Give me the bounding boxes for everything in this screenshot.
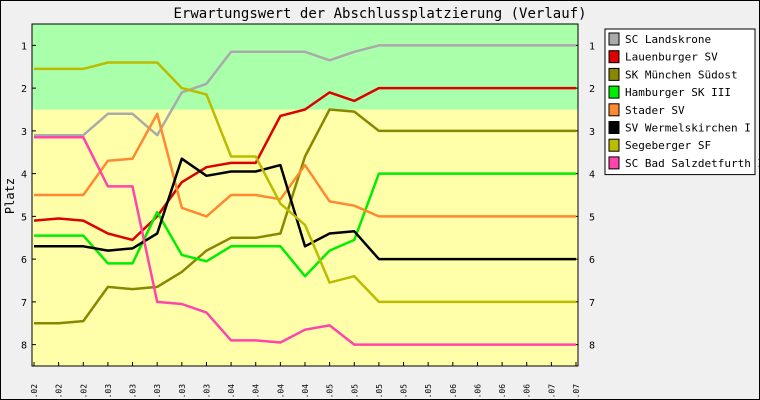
x-tick-label: 03.05: [326, 384, 335, 400]
y-tick-label-right: 2: [589, 84, 595, 95]
x-tick-label: 12.07: [572, 384, 581, 400]
axes: 1 1 2 2 3 3 4 4 5 5 6 6 7 7 8 8 08.02 15.02 22.02 01.03 08.0…: [21, 23, 595, 400]
legend-swatch: [608, 121, 620, 134]
x-tick-label: 01.03: [104, 384, 113, 400]
legend-entry: Segeberger SF: [625, 139, 711, 152]
x-tick-label: 19.04: [276, 384, 285, 400]
x-tick-label: 05.04: [227, 384, 236, 400]
x-tick-label: 12.04: [252, 384, 261, 400]
y-tick-label-left: 5: [21, 212, 27, 223]
x-tick-label: 10.05: [350, 384, 359, 400]
series-line-6: [34, 157, 576, 261]
legend-entry: SK München Südost: [625, 68, 738, 81]
legend-swatch: [608, 138, 620, 152]
x-tick-label: 08.03: [129, 384, 138, 400]
y-tick-label-left: 7: [21, 298, 27, 309]
x-tick-label: 07.06: [449, 384, 458, 400]
legend-entry: Stader SV: [625, 104, 685, 117]
y-tick-label-right: 1: [589, 41, 595, 52]
legend-entry: Hamburger SK III: [625, 86, 731, 99]
y-tick-label-right: 4: [589, 170, 595, 181]
y-tick-label-right: 3: [589, 127, 595, 138]
series-line-2: [33, 86, 576, 242]
series-line-4: [34, 172, 576, 278]
zone-1: [32, 24, 578, 110]
y-tick-label-left: 6: [21, 255, 27, 266]
x-tick-label: 26.04: [301, 384, 310, 400]
series-line-1: [34, 44, 576, 137]
y-axis-label: Platz: [3, 178, 17, 214]
y-tick-label-right: 6: [589, 255, 595, 266]
y-tick-label-left: 4: [21, 170, 27, 181]
x-tick-label: 21.06: [498, 384, 507, 400]
x-tick-label: 15.03: [153, 384, 162, 400]
legend-swatch: [608, 156, 620, 170]
x-tick-label: 05.07: [547, 384, 556, 400]
background-zones: [32, 24, 578, 366]
series-lines: [33, 44, 576, 346]
x-tick-label: 08.02: [30, 384, 39, 400]
chart-title: Erwartungswert der Abschlussplatzierung …: [173, 6, 586, 22]
x-tick-label: 28.06: [523, 384, 532, 400]
x-tick-label: 14.06: [473, 384, 482, 400]
zone-2: [32, 109, 578, 366]
y-tick-label-right: 5: [589, 212, 595, 223]
y-tick-label-right: 7: [589, 298, 595, 309]
y-tick-label-left: 3: [21, 127, 27, 138]
series-line-3: [34, 108, 576, 325]
series-line-7: [34, 61, 576, 304]
series-line-8: [34, 136, 576, 346]
y-tick-label-left: 1: [21, 41, 27, 52]
x-tick-label: 29.03: [202, 384, 211, 400]
y-tick-label-right: 8: [589, 341, 595, 352]
legend-entry: SC Landskrone: [625, 33, 711, 46]
legend-box: [604, 28, 756, 176]
legend-swatch: [608, 67, 620, 81]
legend-swatch: [608, 103, 620, 117]
legend: SC Landskrone Lauenburger SV SK München Sü…: [604, 28, 760, 176]
x-tick-label: 22.02: [79, 384, 88, 400]
legend-swatch: [608, 32, 620, 46]
legend-entry: SV Wermelskirchen I: [625, 122, 751, 135]
x-tick-label: 15.02: [55, 384, 64, 400]
x-tick-label: 24.05: [400, 384, 409, 400]
y-tick-label-left: 2: [21, 84, 27, 95]
legend-entry: Lauenburger SV: [625, 51, 718, 64]
legend-swatch: [608, 85, 620, 99]
x-tick-label: 22.03: [178, 384, 187, 400]
y-tick-label-left: 8: [21, 341, 27, 352]
x-tick-label: 17.05: [375, 384, 384, 400]
legend-entry: SC Bad Salzdetfurth I: [625, 157, 760, 170]
legend-swatch: [608, 50, 620, 64]
series-line-5: [34, 112, 576, 218]
x-tick-label: 31.05: [424, 384, 433, 400]
